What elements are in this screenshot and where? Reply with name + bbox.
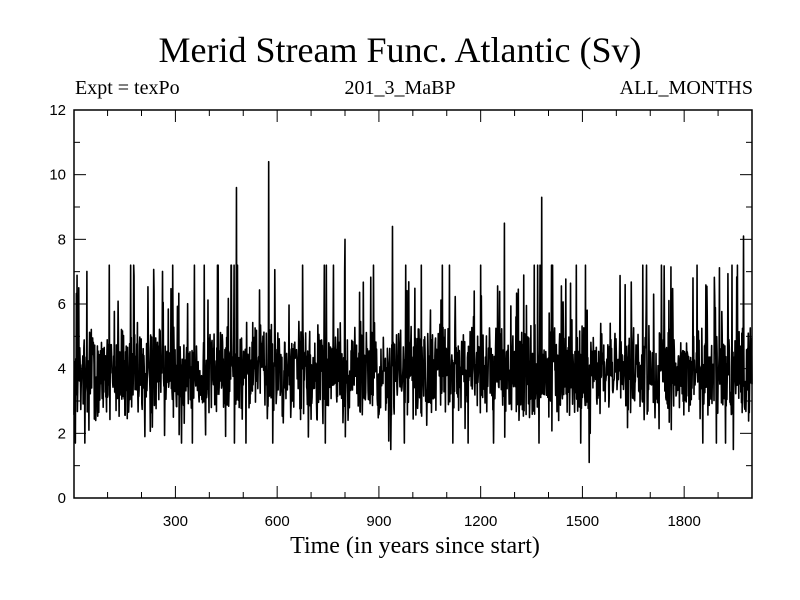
y-tick-label: 0 — [58, 490, 66, 507]
y-tick-label: 8 — [58, 231, 66, 248]
plot-frame — [73, 109, 753, 499]
x-tick-label: 600 — [265, 513, 290, 530]
x-axis-label: Time (in years since start) — [290, 533, 540, 559]
period-label: 201_3_MaBP — [344, 77, 456, 99]
tick-layer: 0 2 4 6 8 10 12 300 600 900 1200 1500 1800 — [49, 102, 752, 530]
x-tick-label: 1800 — [667, 513, 700, 530]
series-line — [73, 160, 753, 464]
y-tick-label: 4 — [58, 361, 66, 378]
chart-title: Merid Stream Func. Atlantic (Sv) — [158, 30, 642, 70]
x-tick-label: 300 — [163, 513, 188, 530]
x-tick-label: 1500 — [566, 513, 599, 530]
y-tick-label: 10 — [49, 167, 66, 184]
y-tick-label: 2 — [58, 425, 66, 442]
x-tick-label: 900 — [366, 513, 391, 530]
experiment-label: Expt = texPo — [75, 77, 180, 99]
y-tick-label: 12 — [49, 102, 66, 119]
months-label: ALL_MONTHS — [619, 77, 753, 99]
series-layer — [73, 160, 753, 464]
y-tick-label: 6 — [58, 296, 66, 313]
x-tick-label: 1200 — [464, 513, 497, 530]
